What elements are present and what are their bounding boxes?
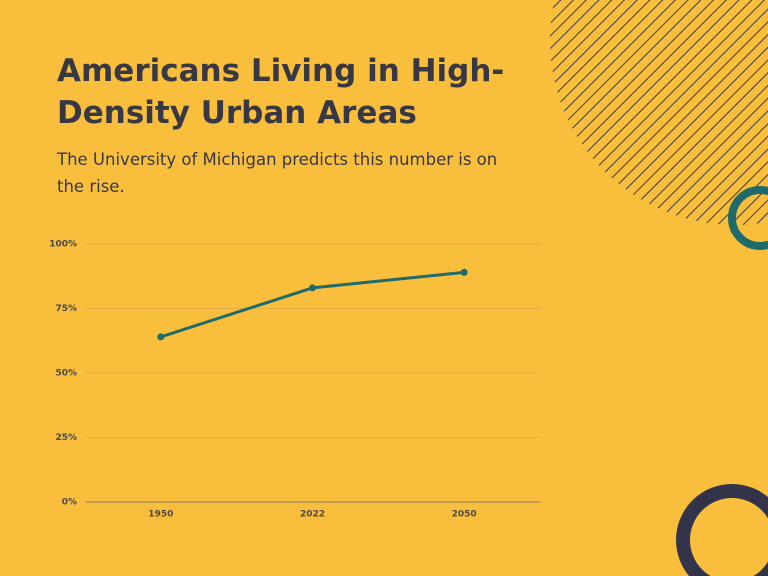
chart-subtitle: The University of Michigan predicts this… [57,150,498,196]
x-tick-label: 2022 [300,510,325,520]
data-point [157,333,165,341]
chart-title: Americans Living in High-Density Urban A… [57,53,505,131]
teal-ring [728,186,768,250]
data-point [460,268,468,276]
y-tick-label: 100% [49,240,77,250]
y-tick-label: 25% [55,433,77,443]
data-point [309,284,316,292]
y-tick-label: 50% [55,369,77,379]
data-line [160,270,465,339]
x-tick-label: 2050 [452,510,477,520]
y-tick-label: 75% [55,304,77,314]
dark-ring [676,484,768,576]
y-tick-label: 0% [62,498,77,508]
x-tick-label: 1950 [148,510,173,520]
